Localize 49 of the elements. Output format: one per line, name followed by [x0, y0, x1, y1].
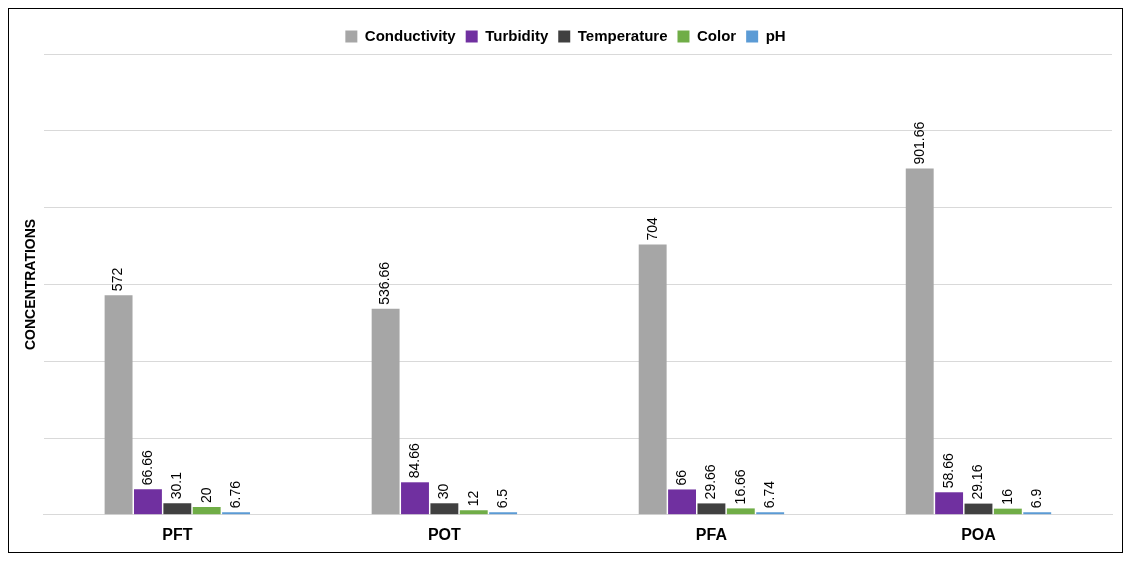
data-label: 704 — [643, 216, 660, 241]
legend-label: Conductivity — [364, 26, 457, 44]
data-label: 6.5 — [493, 488, 510, 509]
data-label: 901.66 — [910, 121, 927, 165]
legend-label: Turbidity — [485, 26, 549, 44]
data-label: 58.66 — [939, 453, 956, 489]
x-tick-label: POA — [961, 525, 997, 543]
data-label: 30.1 — [168, 471, 185, 500]
data-label: 30 — [435, 483, 452, 500]
data-label: 16 — [998, 488, 1015, 505]
bar — [964, 503, 993, 515]
bar — [163, 503, 192, 515]
bar — [459, 510, 488, 515]
bar — [905, 168, 934, 515]
data-label: 29.66 — [702, 464, 719, 500]
bar — [430, 503, 459, 515]
data-label: 16.66 — [731, 469, 748, 505]
bar — [371, 308, 400, 515]
bar — [104, 295, 133, 515]
data-label: 12 — [464, 490, 481, 507]
x-tick-label: PFA — [695, 525, 728, 543]
bar — [1023, 512, 1052, 515]
bar — [401, 482, 429, 515]
data-label: 572 — [109, 267, 126, 292]
bar — [668, 489, 696, 515]
data-label: 20 — [197, 487, 214, 504]
bar — [222, 512, 251, 515]
data-label: 536.66 — [376, 261, 393, 305]
bar — [697, 503, 726, 515]
x-tick-label: POT — [427, 525, 462, 543]
bar — [489, 512, 518, 515]
legend-label: Color — [696, 26, 737, 44]
data-label: 6.9 — [1028, 488, 1045, 509]
bar — [726, 508, 755, 515]
x-tick-label: PFT — [162, 525, 193, 543]
bar — [756, 512, 785, 515]
bar — [192, 507, 221, 515]
data-label: 66.66 — [138, 449, 155, 486]
bar — [638, 244, 667, 515]
y-axis-title: CONCENTRATIONS — [22, 218, 39, 350]
bar — [134, 489, 162, 515]
data-label: 29.16 — [969, 464, 986, 500]
bar — [935, 492, 964, 515]
data-label: 66 — [672, 469, 689, 486]
data-label: 84.66 — [405, 443, 422, 479]
data-label: 6.74 — [761, 480, 778, 509]
data-label: 6.76 — [226, 480, 243, 509]
legend-label: Temperature — [577, 26, 668, 44]
legend-label: pH — [765, 26, 786, 44]
